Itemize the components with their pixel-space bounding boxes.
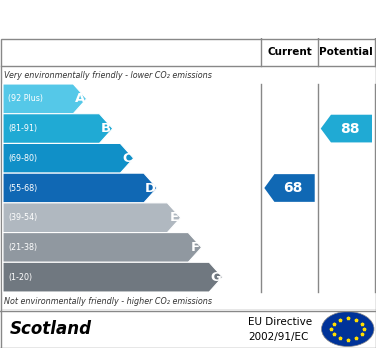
- Text: E: E: [170, 211, 179, 224]
- Text: D: D: [145, 182, 156, 195]
- Polygon shape: [3, 203, 181, 232]
- Text: Current: Current: [267, 47, 312, 57]
- Text: G: G: [211, 271, 221, 284]
- Text: (39-54): (39-54): [8, 213, 37, 222]
- Text: 2002/91/EC: 2002/91/EC: [248, 332, 309, 342]
- Text: Environmental Impact (CO₂) Rating: Environmental Impact (CO₂) Rating: [43, 11, 333, 26]
- Text: (1-20): (1-20): [8, 272, 32, 282]
- Text: (81-91): (81-91): [8, 124, 37, 133]
- Text: (55-68): (55-68): [8, 183, 37, 192]
- Polygon shape: [3, 173, 157, 203]
- Text: (69-80): (69-80): [8, 154, 37, 163]
- Polygon shape: [3, 143, 133, 173]
- Text: A: A: [75, 92, 85, 105]
- Polygon shape: [264, 174, 315, 202]
- Polygon shape: [3, 84, 86, 114]
- Text: Not environmentally friendly - higher CO₂ emissions: Not environmentally friendly - higher CO…: [4, 296, 212, 306]
- Polygon shape: [3, 114, 113, 143]
- Text: Scotland: Scotland: [10, 320, 92, 338]
- Text: EU Directive: EU Directive: [248, 317, 312, 327]
- Text: (92 Plus): (92 Plus): [8, 94, 43, 103]
- Text: 68: 68: [283, 181, 302, 195]
- Ellipse shape: [321, 311, 374, 347]
- Polygon shape: [321, 115, 372, 142]
- Text: (21-38): (21-38): [8, 243, 37, 252]
- Text: B: B: [101, 122, 111, 135]
- Polygon shape: [3, 232, 202, 262]
- Text: F: F: [190, 241, 200, 254]
- Text: Very environmentally friendly - lower CO₂ emissions: Very environmentally friendly - lower CO…: [4, 71, 212, 79]
- Polygon shape: [3, 262, 223, 292]
- Text: C: C: [122, 152, 132, 165]
- Text: 88: 88: [340, 121, 359, 136]
- Text: Potential: Potential: [320, 47, 373, 57]
